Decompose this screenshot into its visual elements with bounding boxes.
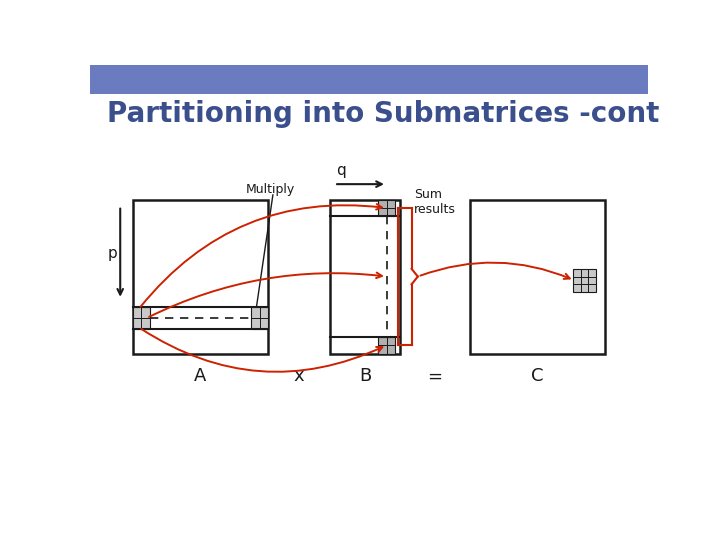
- Bar: [90, 65, 648, 94]
- Bar: [132, 307, 150, 329]
- Bar: [251, 307, 269, 329]
- Bar: [132, 200, 269, 354]
- Text: =: =: [428, 367, 442, 386]
- Text: B: B: [359, 367, 372, 386]
- Text: A: A: [194, 367, 207, 386]
- Text: q: q: [336, 163, 346, 178]
- Text: p: p: [107, 246, 117, 261]
- Bar: [573, 269, 596, 292]
- Bar: [330, 200, 400, 354]
- Bar: [378, 200, 395, 354]
- Text: Sum
results: Sum results: [414, 188, 456, 216]
- Text: x: x: [294, 367, 305, 386]
- Text: Partitioning into Submatrices -cont: Partitioning into Submatrices -cont: [107, 100, 660, 128]
- Text: Multiply: Multiply: [246, 183, 295, 196]
- Text: C: C: [531, 367, 544, 386]
- Bar: [378, 336, 395, 354]
- Bar: [378, 200, 395, 217]
- Bar: [132, 307, 269, 329]
- Bar: [469, 200, 606, 354]
